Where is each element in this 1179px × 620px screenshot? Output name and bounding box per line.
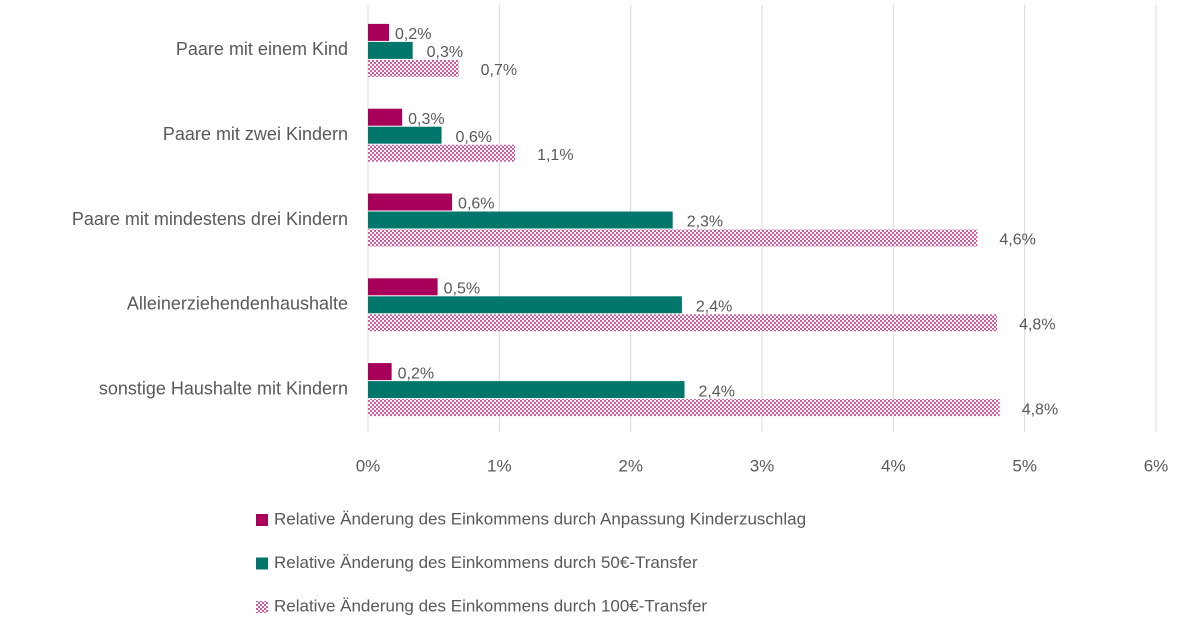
category-label: Paare mit zwei Kindern (163, 124, 348, 144)
data-label: 1,1% (537, 147, 573, 164)
data-label: 4,6% (999, 232, 1035, 249)
bar (368, 314, 998, 332)
bar (368, 126, 442, 144)
category-label: Alleinerziehendenhaushalte (127, 294, 348, 314)
bar (368, 41, 413, 59)
x-tick-label: 1% (487, 456, 512, 475)
data-label: 2,3% (687, 214, 723, 231)
bar (368, 144, 516, 162)
category-label: sonstige Haushalte mit Kindern (99, 378, 348, 398)
x-tick-label: 2% (618, 456, 643, 475)
data-label: 0,6% (458, 196, 494, 213)
legend-swatch (256, 601, 268, 613)
data-label: 0,3% (427, 44, 463, 61)
bar (368, 59, 459, 77)
data-label: 0,2% (395, 26, 431, 43)
data-label: 0,7% (481, 62, 517, 79)
bar (368, 296, 682, 314)
category-label: Paare mit mindestens drei Kindern (72, 209, 348, 229)
legend-label: Relative Änderung des Einkommens durch 1… (274, 596, 707, 615)
data-label: 2,4% (696, 299, 732, 316)
category-label: Paare mit einem Kind (176, 39, 348, 59)
legend-label: Relative Änderung des Einkommens durch 5… (274, 553, 698, 572)
bar (368, 363, 392, 381)
legend-label: Relative Änderung des Einkommens durch A… (274, 509, 806, 528)
x-tick-label: 0% (356, 456, 381, 475)
bar (368, 23, 390, 41)
data-label: 0,2% (398, 365, 434, 382)
bar (368, 229, 978, 247)
data-label: 0,5% (444, 281, 480, 298)
legend-swatch (256, 514, 268, 526)
x-tick-label: 4% (881, 456, 906, 475)
data-label: 4,8% (1022, 401, 1058, 418)
bar (368, 211, 673, 229)
data-label: 0,6% (456, 129, 492, 146)
data-label: 2,4% (699, 383, 735, 400)
x-tick-label: 3% (750, 456, 775, 475)
x-tick-label: 5% (1012, 456, 1037, 475)
bar (368, 108, 403, 126)
bar (368, 381, 685, 399)
data-label: 0,3% (408, 111, 444, 128)
bar (368, 278, 438, 296)
legend-swatch (256, 557, 268, 570)
x-tick-label: 6% (1144, 456, 1169, 475)
bar (368, 193, 453, 211)
bar (368, 399, 1000, 417)
data-label: 4,8% (1019, 317, 1055, 334)
